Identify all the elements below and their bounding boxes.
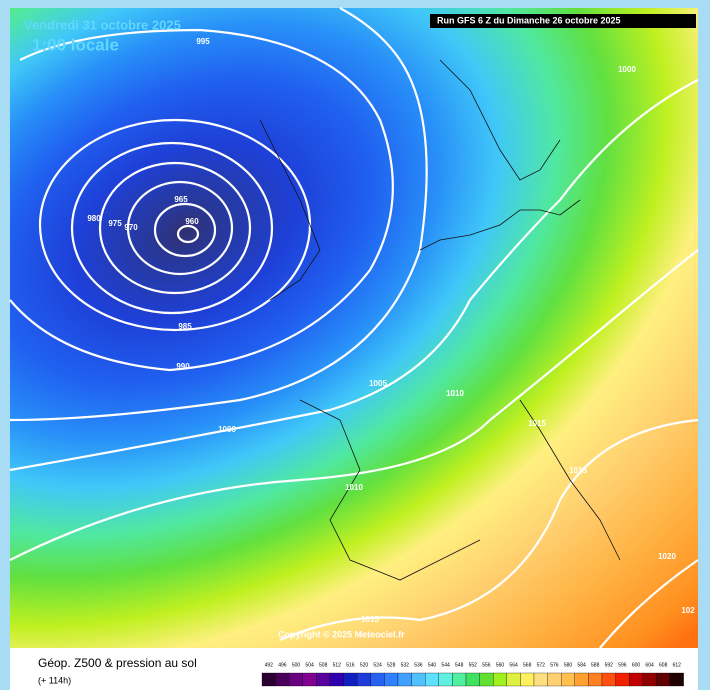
- scale-label: 536: [414, 662, 423, 668]
- scale-label: 516: [346, 662, 355, 668]
- scale-swatch: [669, 672, 684, 687]
- scale-swatch: [479, 672, 494, 687]
- scale-swatch: [506, 672, 521, 687]
- isobar-label: 980: [87, 214, 101, 223]
- scale-label: 596: [618, 662, 627, 668]
- scale-label: 560: [496, 662, 505, 668]
- scale-swatch: [642, 672, 657, 687]
- run-text: Run GFS 6 Z du Dimanche 26 octobre 2025: [437, 15, 621, 25]
- scale-label: 512: [333, 662, 342, 668]
- isobar-label: 960: [185, 217, 199, 226]
- isobar-label: 995: [196, 37, 210, 46]
- scale-swatch: [302, 672, 317, 687]
- scale-swatch: [384, 672, 399, 687]
- scale-label: 520: [360, 662, 369, 668]
- scale-label: 600: [632, 662, 641, 668]
- scale-label: 528: [387, 662, 396, 668]
- scale-swatch: [533, 672, 548, 687]
- footer-title: Géop. Z500 & pression au sol: [38, 656, 197, 670]
- scale-label: 496: [278, 662, 287, 668]
- time: 1:00 locale: [32, 35, 119, 54]
- scale-swatch: [329, 672, 344, 687]
- isobar-label: 1010: [446, 389, 464, 398]
- isobar-label: 102: [681, 606, 695, 615]
- isobar-label: 1015: [528, 419, 546, 428]
- scale-label: 500: [292, 662, 301, 668]
- scale-swatch: [357, 672, 371, 687]
- isobar-label: 985: [178, 322, 192, 331]
- scale-label: 604: [645, 662, 654, 668]
- scale-label: 564: [509, 662, 518, 668]
- scale-label: 508: [319, 662, 328, 668]
- isobar-label: 990: [176, 362, 190, 371]
- scale-label: 552: [469, 662, 478, 668]
- scale-swatch: [601, 672, 616, 687]
- scale-label: 572: [537, 662, 546, 668]
- scale-swatch: [615, 672, 630, 687]
- scale-label: 540: [428, 662, 437, 668]
- isobar-label-group: 995 1000 965 960 980 975 970 985 990 1005 1010 1000…: [87, 37, 695, 624]
- isobar-label: 1015: [569, 466, 587, 475]
- scale-swatch: [561, 672, 575, 687]
- scale-swatch: [547, 672, 562, 687]
- scale-swatch: [411, 672, 426, 687]
- isobar-label: 975: [108, 219, 122, 228]
- map: [10, 8, 698, 648]
- scale-swatch: [452, 672, 467, 687]
- scale-swatch: [370, 672, 385, 687]
- scale-swatch: [656, 672, 671, 687]
- isobar-label: 970: [124, 223, 138, 232]
- scale-swatch: [629, 672, 643, 687]
- isobar-label: 1000: [618, 65, 636, 74]
- scale-swatch: [465, 672, 480, 687]
- coastlines: [259, 59, 621, 581]
- scale-label: 592: [605, 662, 614, 668]
- scale-label: 492: [265, 662, 274, 668]
- scale-label: 532: [401, 662, 410, 668]
- date: Vendredi 31 octobre 2025: [24, 17, 181, 32]
- scale-swatch: [275, 672, 290, 687]
- color-scale: 492 496 500 504 508 512 516 520 524 528 532 536 540 5…: [261, 662, 684, 687]
- scale-swatch: [493, 672, 507, 687]
- scale-label: 544: [441, 662, 450, 668]
- scale-swatch: [289, 672, 303, 687]
- scale-label: 612: [673, 662, 682, 668]
- isobar-label: 1000: [218, 425, 236, 434]
- scale-label: 556: [482, 662, 491, 668]
- scale-swatch: [520, 672, 535, 687]
- scale-swatch: [316, 672, 331, 687]
- scale-label: 504: [305, 662, 314, 668]
- scale-label: 524: [373, 662, 382, 668]
- scale-label: 584: [577, 662, 586, 668]
- isobar-label: 1010: [345, 483, 363, 492]
- scale-swatch: [574, 672, 589, 687]
- scale-swatch: [438, 672, 453, 687]
- scale-label: 608: [659, 662, 668, 668]
- isobar-label: 1015: [361, 615, 379, 624]
- scale-label: 548: [455, 662, 464, 668]
- scale-swatch: [425, 672, 439, 687]
- scale-swatch: [588, 672, 603, 687]
- scale-swatch: [343, 672, 358, 687]
- isobar-label: 965: [174, 195, 188, 204]
- run-banner: [430, 14, 696, 28]
- footer-lead: (+ 114h): [38, 675, 71, 685]
- isobar-label: 1005: [369, 379, 387, 388]
- scale-swatch: [261, 672, 276, 687]
- copyright: Copyright © 2025 Meteociel.fr: [278, 629, 405, 639]
- isobar-label: 1020: [658, 552, 676, 561]
- scale-label: 588: [591, 662, 600, 668]
- scale-label: 568: [523, 662, 532, 668]
- scale-label: 580: [564, 662, 573, 668]
- scale-swatch: [397, 672, 412, 687]
- scale-label: 576: [550, 662, 559, 668]
